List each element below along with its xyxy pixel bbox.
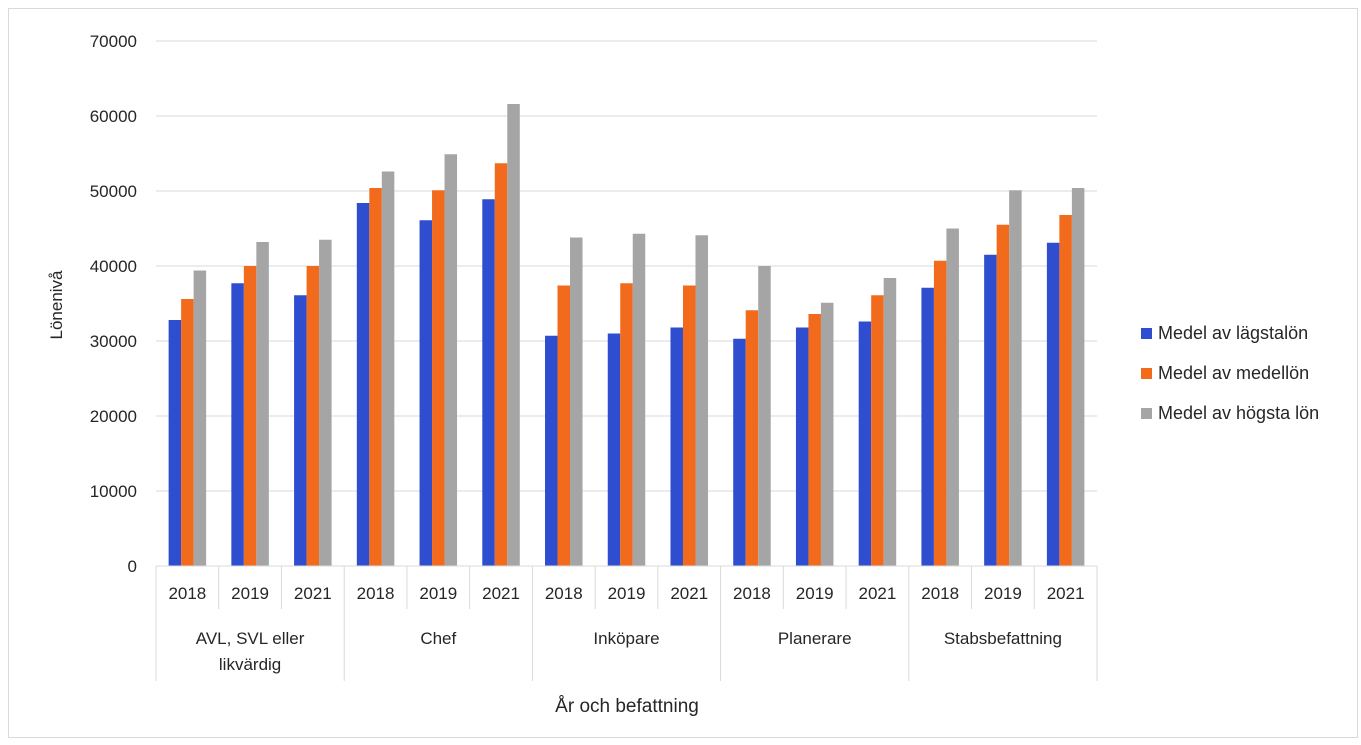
- x-tick-label-year: 2019: [984, 584, 1022, 603]
- bar: [231, 283, 244, 566]
- x-group-label: likvärdig: [219, 655, 281, 674]
- y-tick-label: 0: [128, 557, 137, 576]
- bar: [695, 235, 708, 566]
- bar: [168, 320, 182, 566]
- x-tick-label-year: 2021: [859, 584, 897, 603]
- x-tick-label-year: 2019: [231, 584, 269, 603]
- x-group-label: Planerare: [778, 629, 852, 648]
- y-tick-label: 40000: [90, 257, 137, 276]
- bar: [494, 163, 508, 566]
- bar: [607, 333, 621, 566]
- bar: [996, 224, 1010, 566]
- bar: [432, 190, 445, 566]
- bar: [820, 302, 834, 566]
- bar: [858, 321, 872, 566]
- bar: [632, 233, 646, 566]
- x-tick-label-year: 2019: [608, 584, 646, 603]
- x-tick-label-year: 2018: [921, 584, 959, 603]
- bar: [243, 266, 257, 566]
- bar: [557, 285, 571, 566]
- x-axis-label: År och befattning: [555, 696, 699, 717]
- bar: [181, 299, 194, 566]
- bar: [745, 310, 759, 566]
- y-axis-ticks: 0 10000 20000 30000 40000 50000 60000 70000: [90, 32, 137, 576]
- x-group-label: Inköpare: [593, 629, 659, 648]
- x-tick-label-year: 2019: [419, 584, 457, 603]
- bar: [256, 242, 269, 566]
- legend: Medel av lägstalön Medel av medellön Medel…: [1141, 323, 1319, 423]
- bar: [933, 260, 947, 566]
- y-tick-label: 30000: [90, 332, 137, 351]
- bar: [620, 283, 633, 566]
- legend-entry: Medel av medellön: [1158, 363, 1309, 383]
- x-tick-label-year: 2021: [294, 584, 332, 603]
- x-axis: 2018 2019 2021 AVL, SVL eller likvärdig 2018 2…: [155, 565, 1098, 681]
- legend-swatch: [1141, 368, 1152, 379]
- bar: [193, 270, 207, 566]
- bar: [984, 254, 997, 566]
- x-group-label: Chef: [420, 629, 456, 648]
- bar: [319, 239, 332, 566]
- bar: [682, 285, 696, 566]
- bar: [1071, 188, 1085, 566]
- legend-swatch: [1141, 408, 1152, 419]
- bar: [369, 188, 382, 566]
- x-group-label: Stabsbefattning: [944, 629, 1062, 648]
- x-group-label: AVL, SVL eller: [196, 629, 305, 648]
- x-tick-label-year: 2021: [482, 584, 520, 603]
- x-tick-label-year: 2018: [545, 584, 583, 603]
- x-tick-label-year: 2018: [357, 584, 395, 603]
- x-tick-label-year: 2018: [733, 584, 771, 603]
- bar: [946, 228, 959, 566]
- bar: [808, 314, 821, 566]
- bar: [1009, 190, 1022, 566]
- bar: [507, 104, 520, 566]
- bar: [482, 199, 495, 566]
- x-tick-label-year: 2019: [796, 584, 834, 603]
- bar: [1059, 215, 1072, 566]
- y-tick-label: 50000: [90, 182, 137, 201]
- x-tick-label-year: 2018: [168, 584, 206, 603]
- bars: [168, 104, 1085, 566]
- bar: [921, 287, 934, 566]
- legend-entry: Medel av lägstalön: [1158, 323, 1308, 343]
- bar: [444, 154, 458, 566]
- bar: [294, 295, 307, 566]
- y-tick-label: 20000: [90, 407, 137, 426]
- bar: [758, 266, 771, 566]
- y-axis-label: Lönenivå: [47, 270, 66, 340]
- legend-entry: Medel av högsta lön: [1158, 403, 1319, 423]
- x-tick-label-year: 2021: [1047, 584, 1085, 603]
- bar: [1046, 242, 1060, 566]
- bar: [871, 295, 884, 566]
- salary-bar-chart: 0 10000 20000 30000 40000 50000 60000 70000 201…: [47, 32, 1319, 717]
- bar: [545, 335, 558, 566]
- bar: [419, 220, 433, 566]
- bar: [670, 327, 683, 566]
- y-tick-label: 10000: [90, 482, 137, 501]
- chart-frame: 0 10000 20000 30000 40000 50000 60000 70000 201…: [8, 8, 1358, 738]
- bar: [733, 338, 746, 566]
- bar: [306, 266, 320, 566]
- legend-swatch: [1141, 328, 1152, 339]
- bar: [381, 171, 395, 566]
- x-tick-label-year: 2021: [670, 584, 708, 603]
- y-tick-label: 70000: [90, 32, 137, 51]
- y-tick-label: 60000: [90, 107, 137, 126]
- bar: [883, 278, 897, 566]
- bar: [570, 237, 583, 566]
- bar: [356, 203, 370, 566]
- bar: [795, 327, 809, 566]
